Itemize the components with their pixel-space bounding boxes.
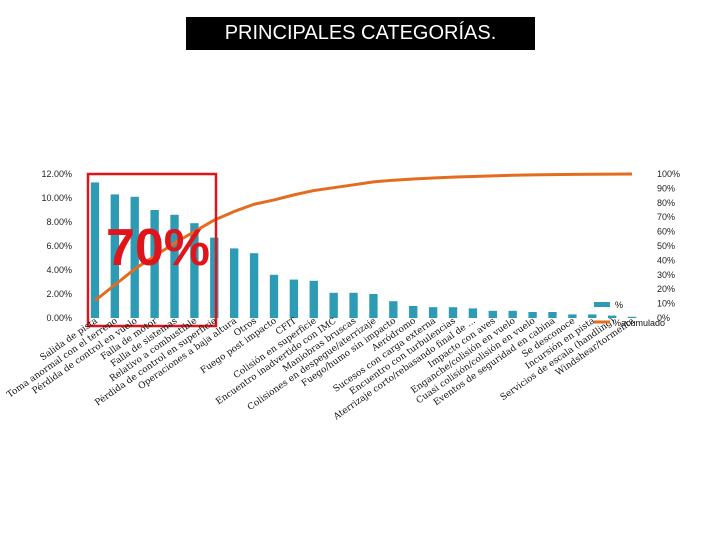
bar	[289, 279, 299, 318]
bar	[170, 214, 179, 318]
legend-swatch-bar	[594, 302, 610, 307]
legend-label-bar: %	[615, 300, 623, 310]
y-left-tick-label: 8.00%	[46, 217, 72, 227]
y-left-tick-label: 2.00%	[46, 289, 72, 299]
y-right-tick-label: 10%	[657, 299, 675, 309]
y-left-tick-label: 4.00%	[46, 265, 72, 275]
y-left-tick-label: 0.00%	[46, 313, 72, 323]
annotation-70-percent: 70%	[106, 219, 210, 277]
highlight-box	[86, 172, 218, 328]
bar	[588, 314, 597, 318]
y-right-tick-label: 60%	[657, 227, 675, 237]
chart-title-box: PRINCIPALES CATEGORÍAS.	[186, 17, 535, 50]
y-left-tick-label: 6.00%	[46, 241, 72, 251]
y-right-tick-label: 50%	[657, 241, 675, 251]
cumulative-line	[94, 172, 633, 302]
y-left-tick-label: 10.00%	[41, 193, 72, 203]
bar	[548, 312, 557, 318]
y-left-tick-label: 12.00%	[41, 169, 72, 179]
bar	[130, 196, 139, 318]
bar	[329, 292, 338, 318]
bar	[508, 310, 517, 318]
y-right-tick-label: 20%	[657, 284, 675, 294]
y-right-tick-label: 30%	[657, 270, 675, 280]
bar	[627, 316, 637, 318]
bar	[249, 253, 259, 318]
bar	[369, 294, 378, 318]
bar	[607, 315, 617, 318]
y-right-tick-label: 100%	[657, 169, 680, 179]
y-right-tick-label: 80%	[657, 198, 675, 208]
y-right-tick-label: 40%	[657, 255, 675, 265]
bar	[448, 307, 458, 318]
bar	[230, 248, 239, 318]
chart-title: PRINCIPALES CATEGORÍAS.	[224, 22, 497, 44]
y-right-tick-label: 90%	[657, 183, 675, 193]
y-right-tick-label: 0%	[657, 313, 670, 323]
bar	[349, 292, 358, 318]
bar	[409, 306, 418, 318]
bar	[110, 194, 120, 318]
bar	[269, 274, 279, 318]
bar	[309, 280, 318, 318]
bar	[568, 314, 577, 318]
bar	[468, 308, 478, 318]
bar	[190, 223, 199, 318]
legend-label-line: %acumulado	[613, 318, 665, 328]
bar	[210, 237, 219, 318]
bar	[528, 312, 537, 318]
bar	[150, 210, 159, 318]
bar	[389, 301, 398, 318]
bar	[488, 310, 497, 318]
y-right-tick-label: 70%	[657, 212, 675, 222]
bar	[90, 182, 100, 318]
bar	[428, 307, 438, 318]
